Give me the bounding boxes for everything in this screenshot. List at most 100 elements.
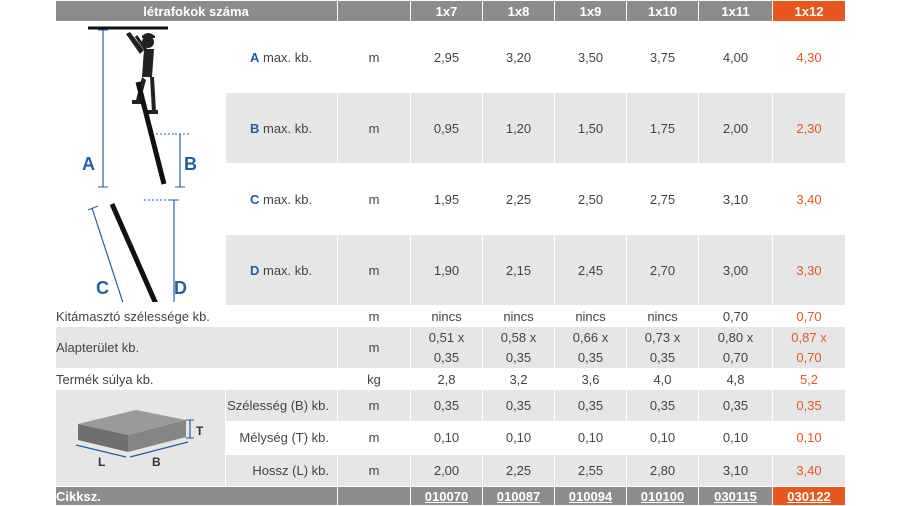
header-col-1x8: 1x8 (482, 0, 555, 22)
row-a-val: 3,50 (554, 21, 627, 93)
box-icon (78, 410, 186, 452)
row-pack-depth-unit: m (337, 421, 411, 455)
row-pack-width-val: 0,35 (410, 388, 483, 423)
footer-row: Cikksz. 010070 010087 010094 010100 0301… (55, 486, 846, 506)
row-c-val: 1,95 (410, 163, 483, 235)
row-pack-width-unit: m (337, 388, 411, 423)
row-footprint-label: Alapterület kb. (55, 326, 338, 369)
row-b-val: 1,50 (554, 92, 627, 164)
footer-code-highlight[interactable]: 030122 (772, 486, 846, 506)
row-d-val: 2,45 (554, 234, 627, 306)
row-b-unit: m (337, 92, 411, 164)
row-pack-length-val-highlight: 3,40 (772, 453, 846, 488)
row-support-val: nincs (626, 305, 699, 327)
row-c-unit: m (337, 163, 411, 235)
row-d-val: 3,00 (698, 234, 773, 306)
article-code-link[interactable]: 010087 (496, 488, 541, 504)
row-c: C max. kb. m 1,95 2,25 2,50 2,75 3,10 3,… (56, 163, 846, 235)
letter-d: D (174, 278, 187, 298)
row-b: B max. kb. m 0,95 1,20 1,50 1,75 2,00 2,… (56, 92, 846, 164)
header-col-1x10: 1x10 (626, 0, 699, 22)
row-pack-length-val: 2,00 (410, 453, 483, 488)
article-code-link[interactable]: 010070 (424, 488, 469, 504)
row-support-val: nincs (410, 305, 483, 327)
row-weight-label: Termék súlya kb. (55, 368, 338, 390)
spec-sheet: létrafokok száma 1x7 1x8 1x9 1x10 1x11 1… (55, 0, 846, 506)
letter-c: C (96, 278, 109, 298)
article-code-link[interactable]: 010094 (568, 488, 613, 504)
row-pack-depth-val: 0,10 (698, 421, 773, 455)
article-code-link[interactable]: 030122 (787, 488, 831, 504)
row-d-label: D max. kb. (225, 234, 338, 306)
header-col-1x7: 1x7 (410, 0, 483, 22)
footer-code[interactable]: 030115 (698, 486, 773, 506)
row-d: D max. kb. m 1,90 2,15 2,45 2,70 3,00 3,… (56, 234, 846, 306)
row-support-val: nincs (554, 305, 627, 327)
row-d-val: 1,90 (410, 234, 483, 306)
row-a: A B C D A max. kb. m 2,95 (55, 21, 846, 306)
ladder-diagram: A B C D (82, 26, 197, 305)
row-support: Kitámasztó szélessége kb. m nincs nincs … (55, 305, 846, 327)
ladder-bottom-section (109, 202, 159, 305)
row-weight-val-highlight: 5,2 (772, 368, 846, 390)
row-footprint-unit: m (337, 326, 411, 369)
row-footprint-val-highlight: 0,87 x 0,70 (772, 326, 846, 369)
row-a-unit: m (337, 21, 411, 93)
article-code-link[interactable]: 010100 (640, 488, 685, 504)
row-a-val: 3,75 (626, 21, 699, 93)
row-pack-depth-val: 0,10 (626, 421, 699, 455)
letter-l: L (98, 455, 105, 469)
row-weight-val: 3,6 (554, 368, 627, 390)
row-pack-length: Hossz (L) kb. m 2,00 2,25 2,55 2,80 3,10… (56, 453, 846, 488)
row-d-val: 2,70 (626, 234, 699, 306)
row-support-val: nincs (482, 305, 555, 327)
row-a-val: 2,95 (410, 21, 483, 93)
header-col-1x12: 1x12 (772, 0, 846, 22)
footer-code[interactable]: 010070 (410, 486, 483, 506)
row-a-val: 3,20 (482, 21, 555, 93)
row-c-val: 2,50 (554, 163, 627, 235)
header-unit-cell (337, 0, 411, 22)
row-b-val: 0,95 (410, 92, 483, 164)
row-footprint-val: 0,66 x 0,35 (554, 326, 627, 369)
header-col-1x11: 1x11 (698, 0, 773, 22)
article-code-link[interactable]: 030115 (714, 488, 757, 504)
footer-unit-cell (337, 486, 411, 506)
row-support-val-highlight: 0,70 (772, 305, 846, 327)
footer-code[interactable]: 010100 (626, 486, 699, 506)
row-weight-unit: kg (337, 368, 411, 390)
letter-a: A (82, 154, 95, 174)
row-footprint: Alapterület kb. m 0,51 x 0,35 0,58 x 0,35 … (55, 326, 846, 369)
row-a-val-highlight: 4,30 (772, 21, 846, 93)
row-support-unit: m (337, 305, 411, 327)
row-pack-length-val: 2,25 (482, 453, 555, 488)
row-b-val: 2,00 (698, 92, 773, 164)
row-pack-width-val: 0,35 (482, 388, 555, 423)
row-weight: Termék súlya kb. kg 2,8 3,2 3,6 4,0 4,8 … (55, 368, 846, 390)
row-footprint-val: 0,58 x 0,35 (482, 326, 555, 369)
row-b-val-highlight: 2,30 (772, 92, 846, 164)
row-pack-length-val: 2,80 (626, 453, 699, 488)
package-diagram: T L B (75, 410, 204, 469)
row-pack-width-val: 0,35 (554, 388, 627, 423)
package-diagram-cell: T L B (55, 389, 226, 487)
row-c-label: C max. kb. (225, 163, 338, 235)
row-pack-width-val: 0,35 (698, 388, 773, 423)
row-support-val: 0,70 (698, 305, 773, 327)
row-weight-val: 4,0 (626, 368, 699, 390)
row-weight-val: 2,8 (410, 368, 483, 390)
footer-code[interactable]: 010094 (554, 486, 627, 506)
ladder-top-section (135, 81, 167, 185)
header-col-1x9: 1x9 (554, 0, 627, 22)
letter-t: T (196, 424, 204, 438)
footer-code[interactable]: 010087 (482, 486, 555, 506)
row-footprint-val: 0,51 x 0,35 (410, 326, 483, 369)
row-b-label: B max. kb. (225, 92, 338, 164)
row-pack-length-val: 3,10 (698, 453, 773, 488)
row-d-unit: m (337, 234, 411, 306)
row-weight-val: 3,2 (482, 368, 555, 390)
row-pack-width-val-highlight: 0,35 (772, 388, 846, 423)
row-pack-length-unit: m (337, 453, 411, 488)
row-a-label: A max. kb. (225, 21, 338, 93)
row-pack-width-val: 0,35 (626, 388, 699, 423)
